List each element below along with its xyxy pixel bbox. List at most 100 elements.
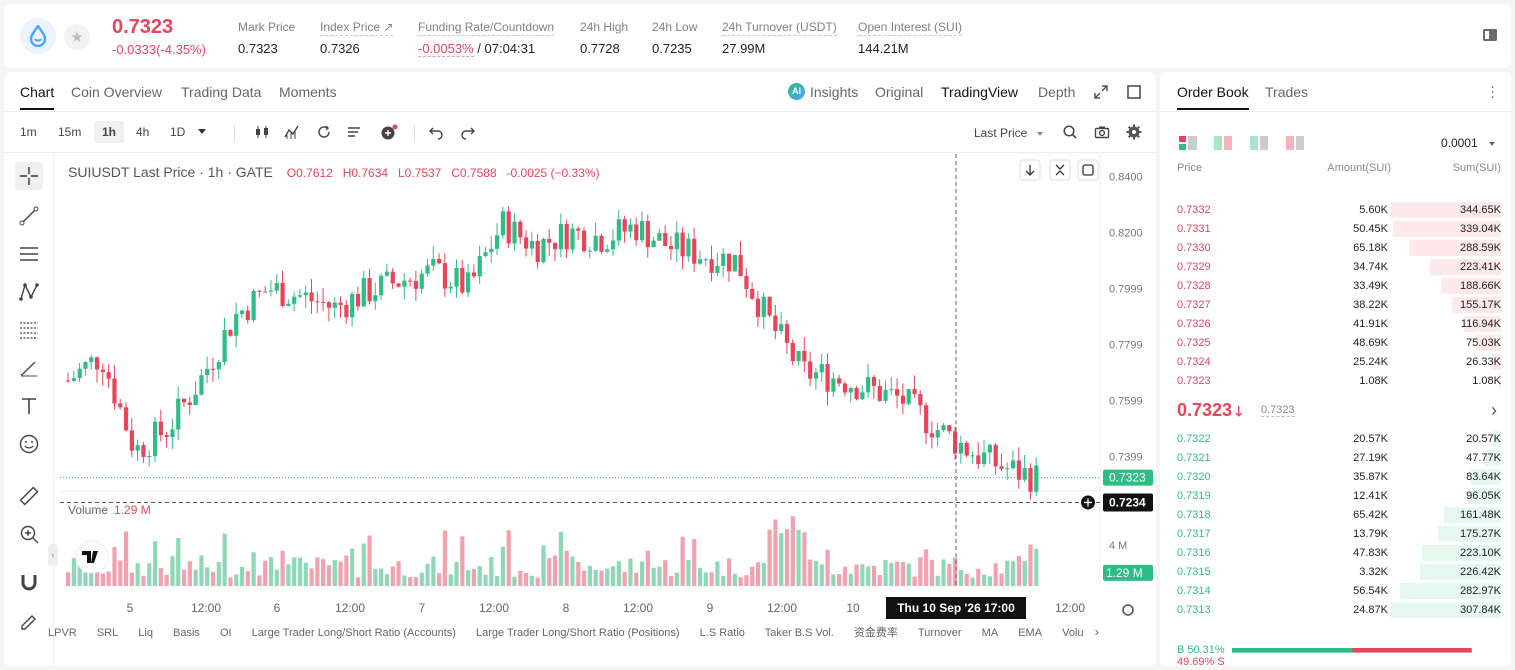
settings-list-icon[interactable] [346,124,362,140]
indicator-liq[interactable]: Liq [138,627,153,639]
bid-row[interactable]: 0.7322 20.57K 20.57K [1160,429,1511,448]
tab-tradingview[interactable]: TradingView [941,84,1019,100]
book-icon[interactable] [1481,26,1499,44]
redo-icon[interactable] [460,124,476,140]
indicator-ls-ratio[interactable]: L.S Ratio [699,627,745,639]
stat-index-price[interactable]: Index Price ↗ 0.7326 [320,20,394,56]
view-both-icon[interactable] [1179,136,1197,155]
ask-row[interactable]: 0.7331 50.45K 339.04K [1160,219,1511,238]
indicator-funding[interactable]: 资金费率 [853,627,898,639]
bid-row[interactable]: 0.7321 27.19K 47.77K [1160,448,1511,467]
tab-moments[interactable]: Moments [279,84,337,100]
indicator-taker-vol[interactable]: Taker B.S Vol. [764,627,834,639]
tab-coin-overview[interactable]: Coin Overview [71,84,163,100]
indicator-lt-positions[interactable]: Large Trader Long/Short Ratio (Positions… [475,627,680,639]
ask-row[interactable]: 0.7327 38.22K 155.17K [1160,295,1511,314]
chevron-right-icon[interactable]: › [1094,624,1099,639]
tab-order-book[interactable]: Order Book [1177,84,1249,110]
window-icon[interactable] [1126,84,1142,105]
lock-drawings-icon[interactable] [15,606,43,634]
camera-icon[interactable] [1094,124,1110,140]
stat-funding-rate[interactable]: Funding Rate/Countdown -0.0053% / 07:04:… [418,20,555,57]
candle-body [547,238,552,243]
fib-retracement-icon[interactable] [15,316,43,344]
volume-bar [181,569,187,586]
indicator-lpvr[interactable]: LPVR [48,627,77,639]
trend-line-icon[interactable] [15,202,43,230]
timeframe-1d[interactable]: 1D [170,125,186,139]
bid-row[interactable]: 0.7315 3.32K 226.42K [1160,562,1511,581]
volume-bar [970,577,975,586]
tab-trading-data[interactable]: Trading Data [181,84,262,100]
volume-tag-text: 1.29 M [1106,566,1143,580]
view-split-icon[interactable] [1214,136,1232,155]
tab-chart[interactable]: Chart [20,84,55,110]
tab-original[interactable]: Original [875,84,924,100]
more-icon[interactable]: · · · [1490,78,1495,104]
tab-trades[interactable]: Trades [1265,84,1309,100]
candlestick-type-icon[interactable] [254,124,270,140]
view-bids-icon[interactable] [1250,136,1268,155]
crosshair-icon[interactable] [15,162,43,190]
bid-row[interactable]: 0.7319 12.41K 96.05K [1160,486,1511,505]
bid-row[interactable]: 0.7320 35.87K 83.64K [1160,467,1511,486]
ask-row[interactable]: 0.7330 65.18K 288.59K [1160,238,1511,257]
candle-body [1028,468,1033,492]
view-asks-icon[interactable] [1286,136,1304,155]
stat-open-interest[interactable]: Open Interest (SUI) 144.21M [858,20,963,56]
undo-icon[interactable] [428,124,444,140]
timeframe-1m[interactable]: 1m [20,125,37,139]
volume-bar [686,560,691,586]
row-amount: 56.54K [1353,585,1388,597]
indicator-basis[interactable]: Basis [173,627,200,639]
indicator-lt-accounts[interactable]: Large Trader Long/Short Ratio (Accounts) [251,627,456,639]
chevron-right-icon[interactable]: › [1491,400,1497,420]
indicator-srl[interactable]: SRL [96,627,119,639]
emoji-icon[interactable] [15,430,43,458]
ask-row[interactable]: 0.7329 34.74K 223.41K [1160,257,1511,276]
ask-row[interactable]: 0.7332 5.60K 344.65K [1160,200,1511,219]
timeframe-4h[interactable]: 4h [136,125,150,139]
ask-row[interactable]: 0.7326 41.91K 116.94K [1160,314,1511,333]
ruler-icon[interactable] [15,482,43,510]
collapse-toolbar-icon[interactable]: ‹ [48,544,58,566]
indicator-ma[interactable]: MA [981,627,999,639]
mid-price[interactable]: 0.7323 🡓 [1177,400,1243,420]
pattern-icon[interactable] [15,278,43,306]
indicator-turnover[interactable]: Turnover [917,627,962,639]
bid-row[interactable]: 0.7316 47.83K 223.10K [1160,543,1511,562]
indicator-ema[interactable]: EMA [1018,627,1043,639]
zoom-in-icon[interactable] [15,520,43,548]
expand-icon[interactable] [1093,84,1109,105]
timeframe-1h[interactable]: 1h [94,121,125,143]
add-indicator-icon[interactable] [380,124,398,140]
gear-icon[interactable] [1126,124,1142,140]
bid-row[interactable]: 0.7317 13.79K 175.27K [1160,524,1511,543]
bid-row[interactable]: 0.7313 24.87K 307.84K [1160,600,1511,619]
bid-row[interactable]: 0.7314 56.54K 282.97K [1160,581,1511,600]
timeframe-15m[interactable]: 15m [58,125,82,139]
tab-depth[interactable]: Depth [1038,84,1076,100]
row-amount: 25.24K [1353,356,1388,368]
precision-select[interactable]: 0.0001 [1441,136,1495,150]
price-type-select[interactable]: Last Price [974,126,1043,140]
bid-row[interactable]: 0.7318 65.42K 161.48K [1160,505,1511,524]
indicator-oi[interactable]: OI [220,627,232,639]
ask-row[interactable]: 0.7328 33.49K 188.66K [1160,276,1511,295]
magnet-icon[interactable] [15,568,43,596]
ask-row[interactable]: 0.7324 25.24K 26.33K [1160,352,1511,371]
brush-icon[interactable] [15,354,43,382]
ask-row[interactable]: 0.7325 48.69K 75.03K [1160,333,1511,352]
search-icon[interactable] [1062,124,1078,140]
stat-24h-turnover[interactable]: 24h Turnover (USDT) 27.99M [722,20,837,56]
tab-insights[interactable]: Insights [810,84,859,100]
indicators-icon[interactable] [284,124,300,140]
favorite-star-icon[interactable]: ★ [64,24,90,50]
indicator-volume[interactable]: Volu [1062,627,1084,639]
ask-row[interactable]: 0.7323 1.08K 1.08K [1160,371,1511,390]
text-tool-icon[interactable] [15,392,43,420]
timeframe-dropdown-icon[interactable] [198,129,206,134]
replay-icon[interactable] [316,124,332,140]
horizontal-lines-icon[interactable] [15,240,43,268]
